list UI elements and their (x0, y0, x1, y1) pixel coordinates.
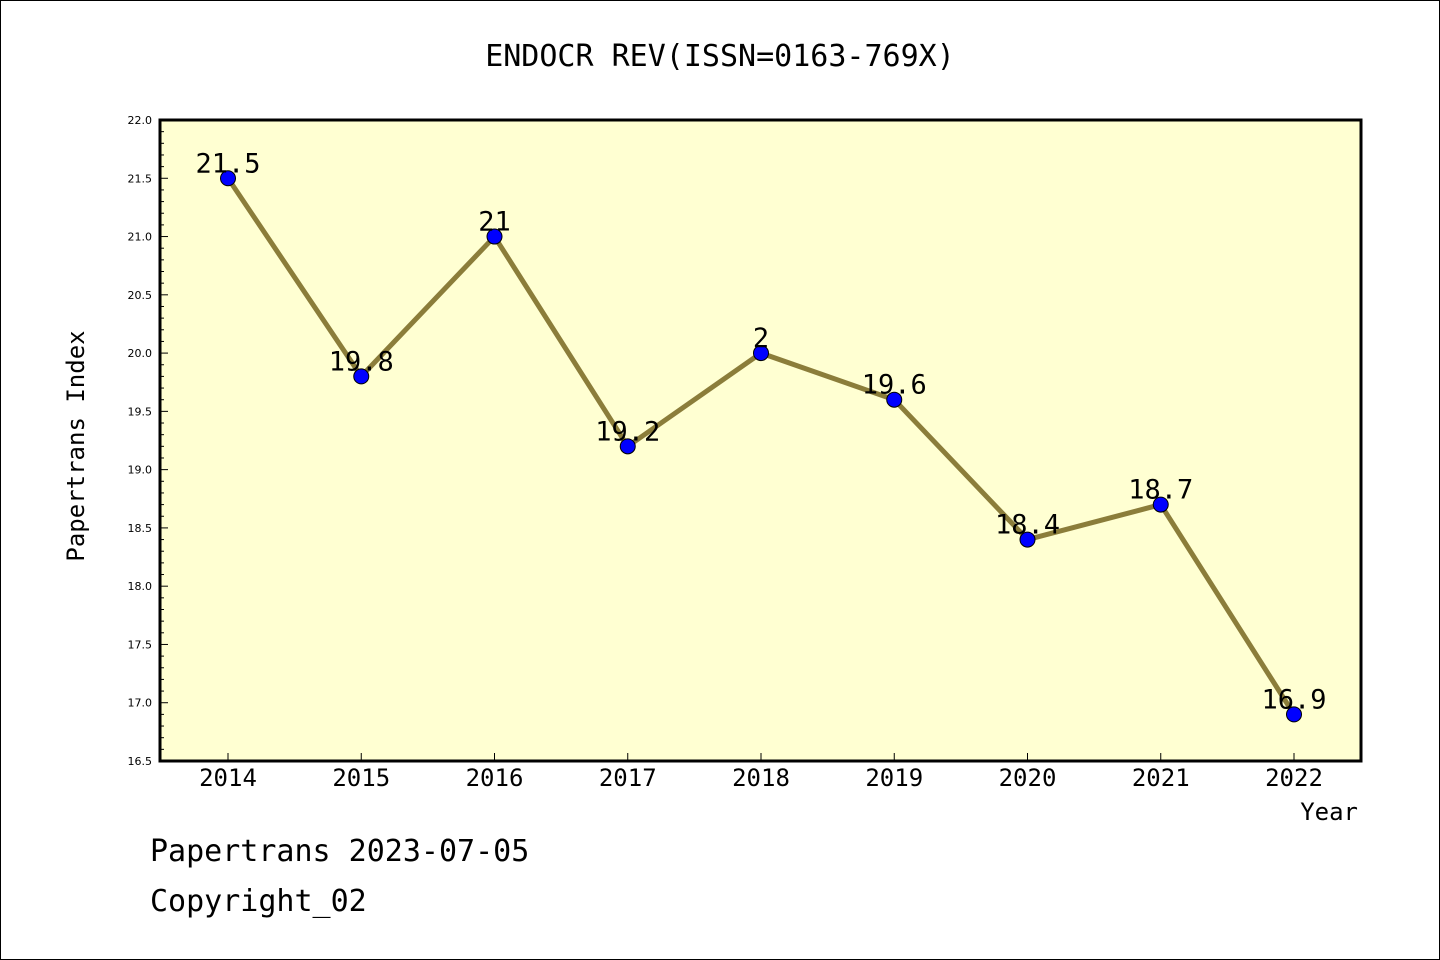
y-tick-label: 19.0 (128, 464, 153, 477)
data-point (220, 170, 236, 187)
data-label: 21.5 (195, 148, 260, 179)
x-axis-label: Year (1300, 798, 1358, 826)
footer-date-line: Papertrans 2023-07-05 (150, 834, 530, 869)
data-point (1152, 496, 1169, 513)
x-tick-label: 2021 (1132, 764, 1190, 792)
data-label: 21 (478, 207, 511, 238)
data-point (1019, 531, 1036, 548)
data-label: 2 (753, 323, 769, 354)
x-tick-label: 2020 (999, 764, 1057, 792)
data-label: 19.6 (862, 370, 927, 401)
y-tick-label: 21.5 (128, 172, 153, 185)
x-tick-label: 2017 (599, 764, 657, 792)
data-label: 19.2 (595, 416, 660, 447)
y-axis-label: Papertrans Index (62, 330, 90, 561)
y-tick-label: 18.0 (128, 580, 153, 593)
data-point (353, 368, 370, 385)
data-markers (220, 170, 1302, 723)
footer-copyright: Copyright_02 (150, 884, 367, 919)
data-label: 19.8 (329, 346, 394, 377)
y-tick-label: 20.0 (128, 347, 153, 360)
data-point (619, 438, 636, 455)
y-tick-label: 17.5 (128, 638, 153, 651)
y-tick-label: 21.0 (128, 231, 153, 244)
data-point (886, 391, 903, 408)
data-label: 16.9 (1261, 684, 1326, 715)
data-label: 18.7 (1128, 475, 1193, 506)
data-point (486, 228, 503, 245)
data-label: 18.4 (995, 510, 1060, 541)
x-axis: 2014 2015 2016 2017 2018 2019 2020 2021 2022 (199, 753, 1323, 792)
y-tick-label: 18.5 (128, 522, 153, 535)
x-tick-label: 2022 (1265, 764, 1323, 792)
y-tick-label: 22.0 (128, 114, 153, 127)
plot-area (160, 120, 1361, 761)
y-axis: 16.5 17.0 17.5 18.0 18.5 19.0 19.5 20.0 20.5 21.0… (128, 114, 168, 768)
data-point (753, 345, 769, 362)
data-point (1286, 706, 1302, 723)
y-tick-label: 20.5 (128, 289, 153, 302)
chart-title: ENDOCR REV(ISSN=0163-769X) (485, 39, 955, 74)
y-tick-label: 17.0 (128, 697, 153, 710)
x-tick-label: 2015 (332, 764, 390, 792)
x-tick-label: 2018 (732, 764, 790, 792)
plot-border (158, 118, 1363, 763)
y-tick-label: 19.5 (128, 405, 153, 418)
data-labels: 21.5 19.8 21 19.2 2 19.6 18.4 18.7 16.9 (195, 148, 1326, 715)
x-tick-label: 2019 (865, 764, 923, 792)
y-tick-label: 16.5 (128, 755, 153, 768)
x-tick-label: 2014 (199, 764, 257, 792)
x-tick-label: 2016 (466, 764, 524, 792)
